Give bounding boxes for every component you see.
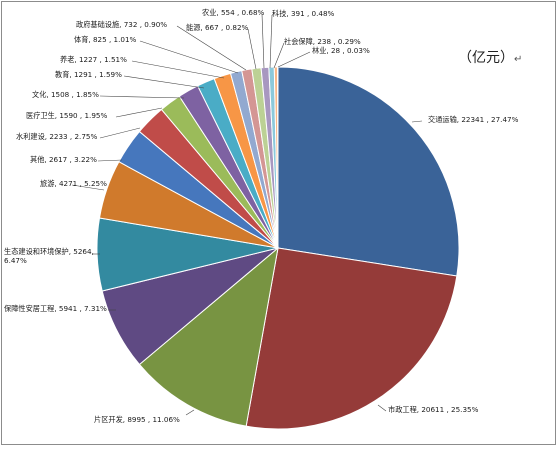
- leader-line: [269, 14, 273, 69]
- leader-line: [71, 184, 105, 191]
- slice-label: 其他, 2617 , 3.22%: [30, 155, 97, 164]
- leader-line: [123, 75, 205, 89]
- leader-line: [411, 120, 423, 123]
- leader-line: [273, 42, 285, 69]
- leader-line: [247, 28, 257, 70]
- slice-label: 片区开发, 8995 , 11.06%: [94, 415, 180, 424]
- leader-line: [99, 127, 141, 139]
- leader-line: [176, 25, 247, 71]
- pie-slice: [277, 66, 460, 277]
- leader-line: [115, 107, 163, 118]
- return-mark-icon: ↵: [514, 54, 523, 65]
- slice-label: 科技, 391 , 0.48%: [272, 9, 335, 18]
- slice-label: 保障性安居工程, 5941 , 7.31%: [4, 304, 107, 313]
- slice-label: 文化, 1508 , 1.85%: [32, 90, 99, 99]
- pie-slice: [245, 247, 458, 430]
- slice-label: 交通运输, 22341 , 27.47%: [428, 115, 519, 124]
- slice-label: 教育, 1291 , 1.59%: [55, 70, 122, 79]
- slice-label: 市政工程, 20611 , 25.35%: [388, 405, 479, 414]
- leader-line: [139, 40, 239, 74]
- slice-label: 医疗卫生, 1590 , 1.95%: [26, 111, 107, 120]
- leader-line: [277, 51, 311, 68]
- slice-label: 社会保障, 238 , 0.29%: [284, 37, 361, 46]
- slice-label: 体育, 825 , 1.01%: [74, 35, 137, 44]
- slice-label: 养老, 1227 , 1.51%: [60, 55, 127, 64]
- slice-label: 旅游, 4271 , 5.25%: [40, 179, 107, 188]
- slice-label-line2: 6.47%: [4, 256, 27, 265]
- leader-line: [185, 409, 195, 416]
- leader-line: [99, 95, 185, 99]
- leader-line: [131, 60, 225, 79]
- slice-label: 水利建设, 2233 , 2.75%: [16, 132, 97, 141]
- slice-label: 生态建设和环境保护, 5264,: [4, 247, 94, 256]
- pie-slices: [96, 66, 460, 430]
- leader-line: [97, 159, 123, 162]
- slice-label: 林业, 28 , 0.03%: [312, 46, 370, 55]
- pie-slice: [138, 246, 279, 427]
- unit-label: （亿元）↵: [458, 50, 523, 66]
- slice-label: 能源, 667 , 0.82%: [186, 23, 249, 32]
- slice-label: 政府基础设施, 732 , 0.90%: [76, 20, 167, 29]
- slice-labels: 交通运输, 22341 , 27.47% 市政工程, 20611 , 25.35%…: [4, 8, 519, 424]
- leader-line: [377, 404, 387, 412]
- leader-line: [261, 13, 265, 69]
- slice-label: 农业, 554 , 0.68%: [202, 8, 265, 17]
- leader-lines: [71, 13, 423, 416]
